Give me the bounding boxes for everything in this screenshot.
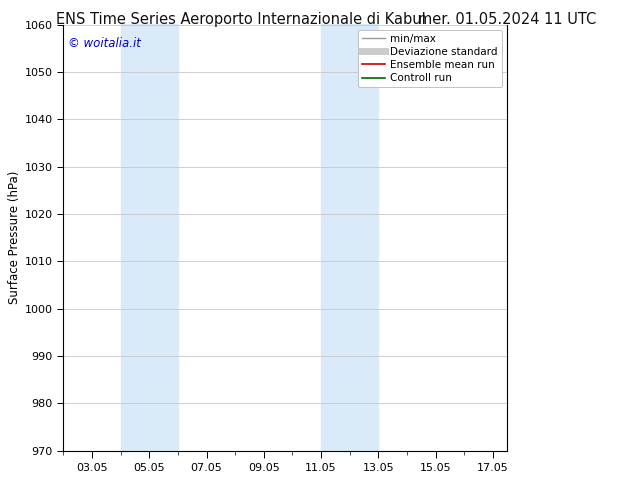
Legend: min/max, Deviazione standard, Ensemble mean run, Controll run: min/max, Deviazione standard, Ensemble m…	[358, 30, 502, 87]
Y-axis label: Surface Pressure (hPa): Surface Pressure (hPa)	[8, 171, 21, 304]
Text: © woitalia.it: © woitalia.it	[68, 37, 141, 50]
Text: mer. 01.05.2024 11 UTC: mer. 01.05.2024 11 UTC	[418, 12, 597, 27]
Text: ENS Time Series Aeroporto Internazionale di Kabul: ENS Time Series Aeroporto Internazionale…	[56, 12, 426, 27]
Bar	[321, 24, 378, 451]
Bar	[120, 24, 178, 451]
